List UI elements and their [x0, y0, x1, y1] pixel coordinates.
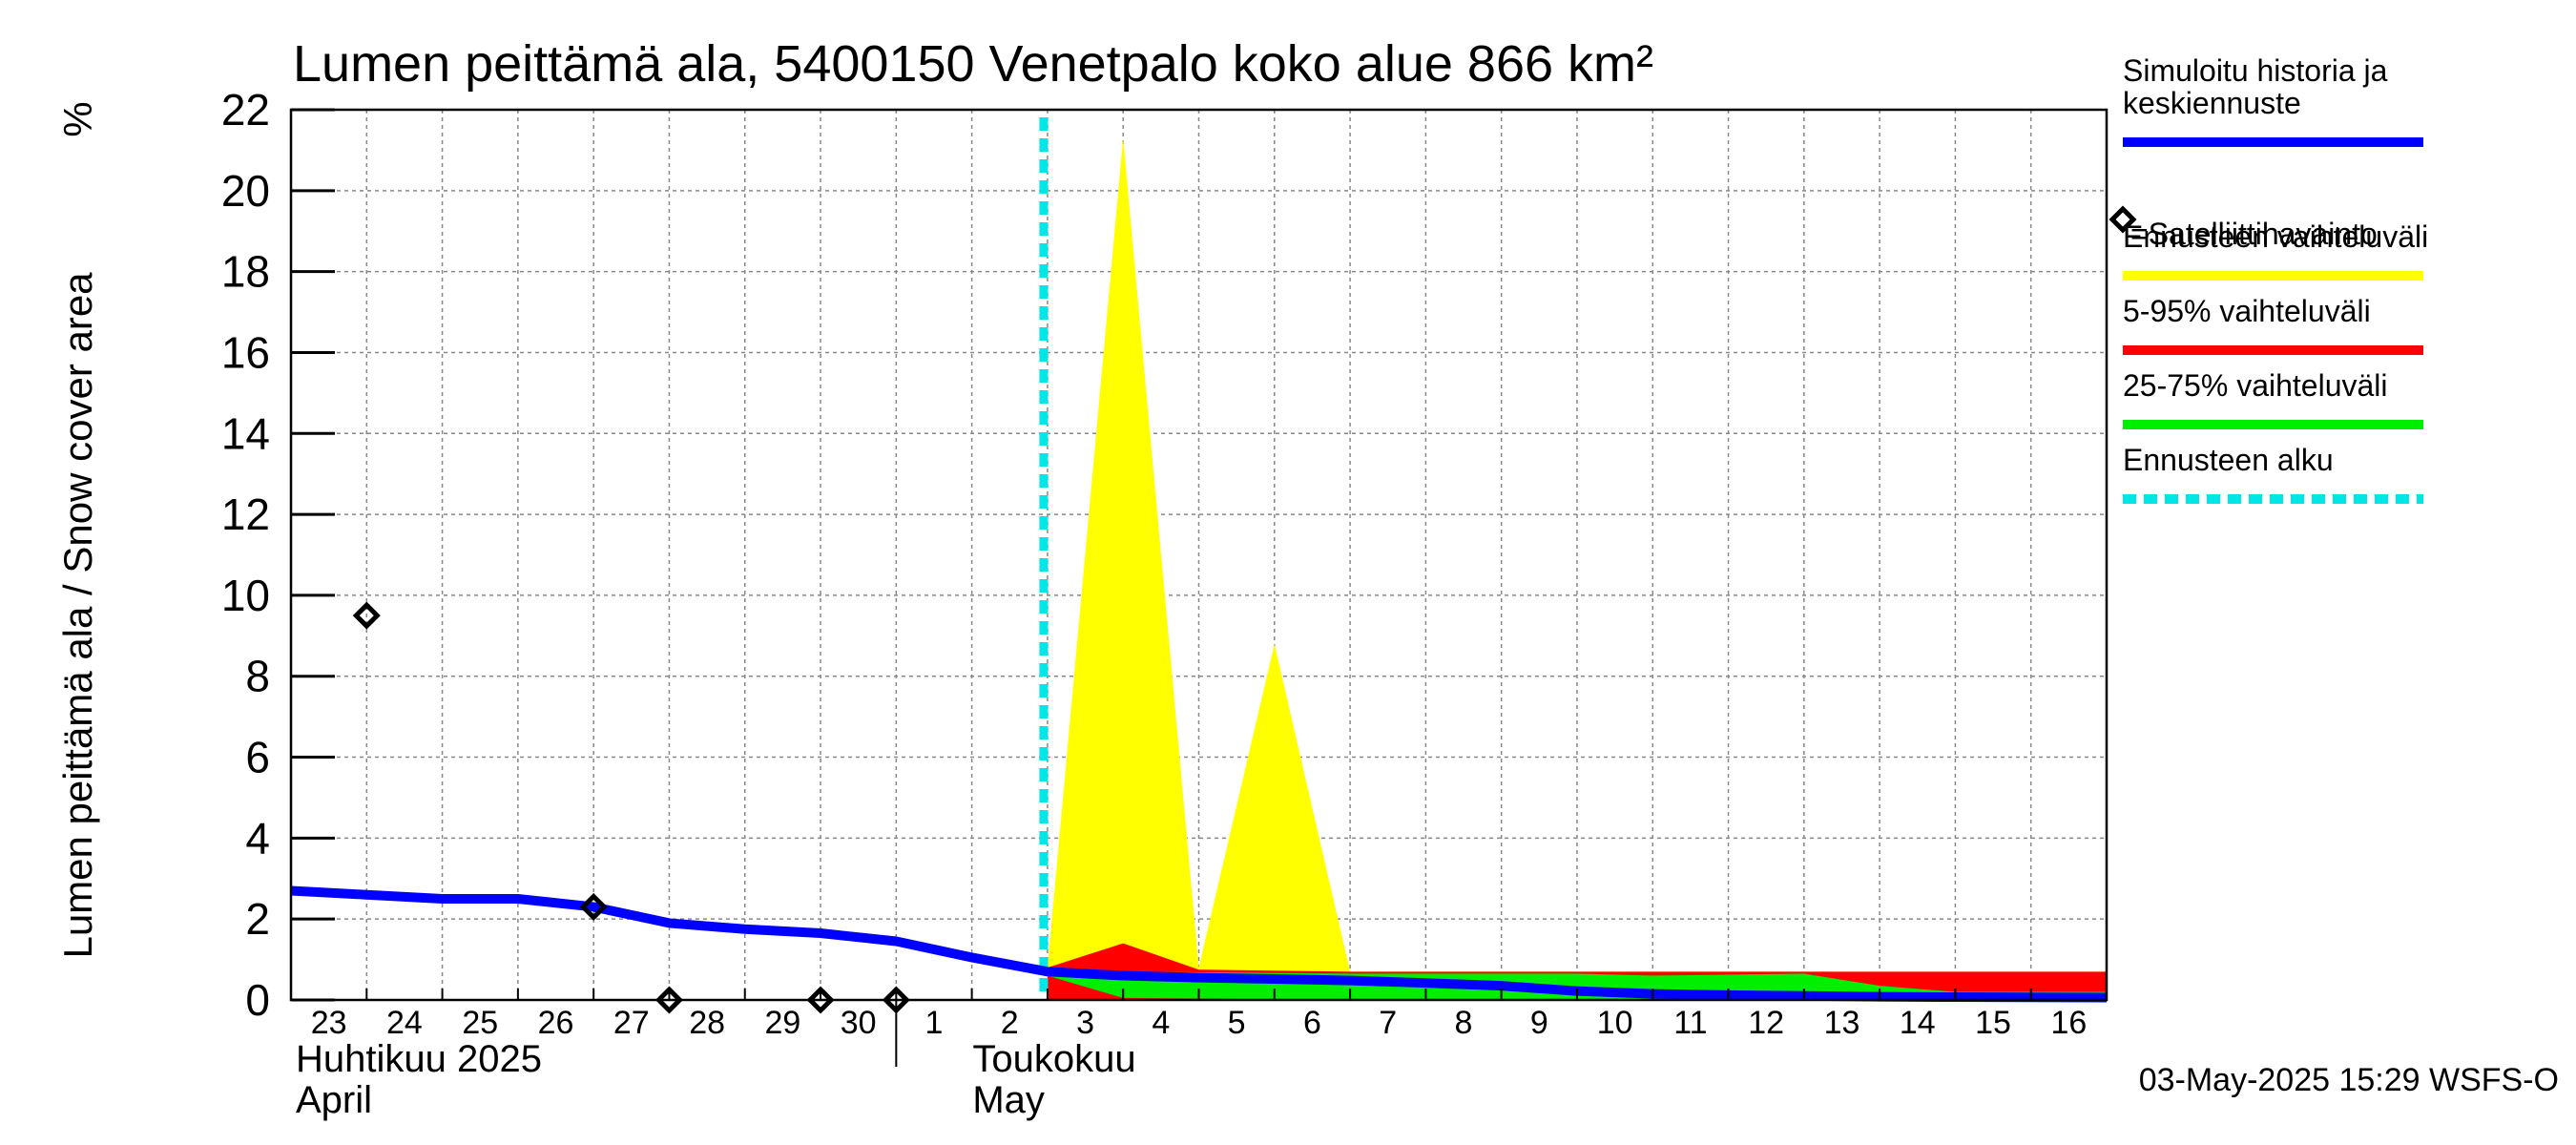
x-tick-label: 12 [1748, 1005, 1784, 1041]
band-ennusteen-vaihteluv-li [1047, 137, 2107, 1000]
y-tick-label: 0 [245, 975, 270, 1025]
legend-label: Simuloitu historia ja [2123, 53, 2388, 88]
x-tick-label: 7 [1379, 1005, 1397, 1041]
x-tick-label: 9 [1530, 1005, 1548, 1041]
x-tick-label: 15 [1975, 1005, 2011, 1041]
x-tick-label: 1 [925, 1005, 944, 1041]
y-tick-label: 8 [245, 652, 270, 701]
x-tick-label: 29 [764, 1005, 800, 1041]
x-tick-label: 26 [538, 1005, 574, 1041]
x-tick-label: 8 [1455, 1005, 1473, 1041]
y-axis-unit: % [55, 101, 100, 136]
month-label-fi: Huhtikuu 2025 [296, 1038, 542, 1080]
x-tick-label: 24 [386, 1005, 423, 1041]
y-tick-label: 18 [221, 247, 270, 297]
month-label-en: May [972, 1079, 1045, 1121]
satellite-marker [579, 892, 608, 921]
x-tick-label: 13 [1824, 1005, 1860, 1041]
legend-label: 5-95% vaihteluväli [2123, 294, 2371, 328]
x-tick-label: 5 [1228, 1005, 1246, 1041]
y-tick-label: 2 [245, 894, 270, 944]
x-tick-label: 14 [1900, 1005, 1936, 1041]
footer-timestamp: 03-May-2025 15:29 WSFS-O [2139, 1062, 2559, 1098]
y-tick-label: 10 [221, 571, 270, 620]
y-tick-label: 20 [221, 166, 270, 216]
satellite-marker [352, 601, 381, 630]
y-axis-label: Lumen peittämä ala / Snow cover area [55, 272, 100, 959]
x-tick-label: 27 [613, 1005, 650, 1041]
y-tick-label: 4 [245, 813, 270, 863]
grid [291, 109, 2107, 1000]
x-tick-label: 25 [462, 1005, 498, 1041]
x-tick-label: 28 [689, 1005, 725, 1041]
chart-title: Lumen peittämä ala, 5400150 Venetpalo ko… [293, 35, 1653, 93]
legend-label: Ennusteen vaihteluväli [2123, 219, 2428, 254]
y-tick-label: 12 [221, 489, 270, 539]
y-tick-label: 6 [245, 733, 270, 782]
x-tick-label: 16 [2050, 1005, 2087, 1041]
x-tick-label: 23 [311, 1005, 347, 1041]
median-line [290, 885, 2108, 1003]
month-label-fi: Toukokuu [972, 1038, 1135, 1080]
legend-diamond-icon [2109, 205, 2137, 234]
y-tick-label: 14 [221, 408, 270, 458]
x-tick-label: 4 [1152, 1005, 1170, 1041]
x-tick-label: 2 [1001, 1005, 1019, 1041]
y-tick-label: 16 [221, 327, 270, 377]
month-label-en: April [296, 1079, 372, 1121]
satellite-markers [352, 601, 910, 1014]
plot-frame [289, 108, 2109, 1002]
x-tick-label: 11 [1673, 1005, 1707, 1041]
satellite-marker [654, 986, 683, 1014]
legend-label: keskiennuste [2123, 86, 2301, 120]
x-tick-label: 30 [841, 1005, 877, 1041]
median-line-layer [290, 117, 2108, 1003]
x-tick-label: 3 [1076, 1005, 1094, 1041]
satellite-marker [806, 986, 835, 1014]
legend-label: 25-75% vaihteluväli [2123, 368, 2388, 403]
y-tick-label: 22 [221, 85, 270, 135]
x-tick-label: 10 [1597, 1005, 1633, 1041]
legend-label: =Satelliittihavainto [2130, 217, 2378, 251]
legend-label: Ennusteen alku [2123, 443, 2334, 477]
x-tick-label: 6 [1303, 1005, 1321, 1041]
